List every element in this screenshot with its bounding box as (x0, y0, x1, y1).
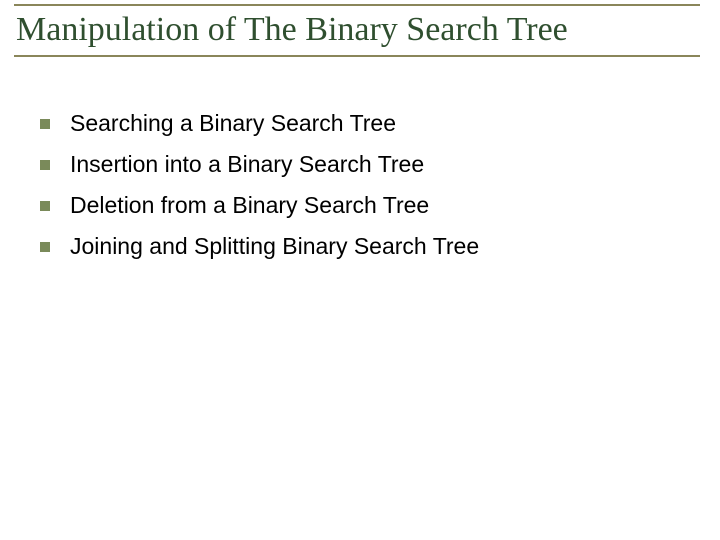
square-bullet-icon (40, 201, 50, 211)
list-item: Joining and Splitting Binary Search Tree (40, 231, 680, 262)
list-item: Insertion into a Binary Search Tree (40, 149, 680, 180)
list-item-text: Searching a Binary Search Tree (70, 108, 396, 139)
slide-title: Manipulation of The Binary Search Tree (14, 6, 700, 57)
list-item-text: Insertion into a Binary Search Tree (70, 149, 424, 180)
list-item-text: Joining and Splitting Binary Search Tree (70, 231, 479, 262)
list-item-text: Deletion from a Binary Search Tree (70, 190, 429, 221)
list-item: Searching a Binary Search Tree (40, 108, 680, 139)
square-bullet-icon (40, 242, 50, 252)
slide: Manipulation of The Binary Search Tree S… (0, 0, 720, 540)
bullet-list: Searching a Binary Search Tree Insertion… (40, 108, 680, 272)
square-bullet-icon (40, 160, 50, 170)
title-block: Manipulation of The Binary Search Tree (14, 4, 700, 57)
title-rule-bottom (14, 55, 700, 57)
square-bullet-icon (40, 119, 50, 129)
list-item: Deletion from a Binary Search Tree (40, 190, 680, 221)
